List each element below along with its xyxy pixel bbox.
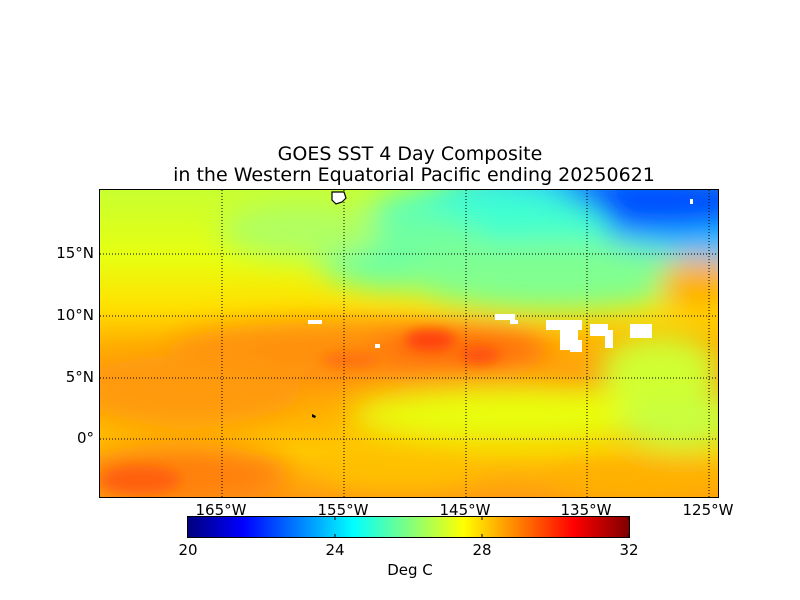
sst-map bbox=[99, 189, 719, 498]
lon-tick-155w: 155°W bbox=[317, 501, 369, 519]
colorbar-tick-marks bbox=[187, 516, 630, 538]
lat-tick-5n: 5°N bbox=[65, 368, 94, 386]
chart-title: GOES SST 4 Day Composite bbox=[277, 143, 543, 165]
lon-tick-135w: 135°W bbox=[560, 501, 612, 519]
island-hawaii bbox=[331, 191, 347, 205]
colorbar-tick-24: 24 bbox=[325, 541, 345, 559]
lon-tick-165w: 165°W bbox=[195, 501, 247, 519]
sst-hotspots bbox=[100, 330, 500, 494]
colorbar-tick-20: 20 bbox=[178, 541, 198, 559]
lon-tick-125w: 125°W bbox=[682, 501, 734, 519]
lat-tick-0: 0° bbox=[76, 429, 94, 447]
lon-tick-145w: 145°W bbox=[439, 501, 491, 519]
colorbar bbox=[187, 516, 630, 538]
colorbar-tick-28: 28 bbox=[472, 541, 492, 559]
sst-structure bbox=[100, 190, 718, 497]
chart-subtitle: in the Western Equatorial Pacific ending… bbox=[173, 164, 655, 186]
map-gridlines bbox=[100, 190, 718, 497]
lat-tick-10n: 10°N bbox=[56, 306, 94, 324]
colorbar-label: Deg C bbox=[387, 561, 433, 579]
island-small bbox=[312, 414, 316, 418]
colorbar-tick-32: 32 bbox=[619, 541, 639, 559]
missing-data-patches bbox=[308, 199, 693, 352]
lat-tick-15n: 15°N bbox=[56, 244, 94, 262]
sst-map-image bbox=[100, 190, 718, 497]
